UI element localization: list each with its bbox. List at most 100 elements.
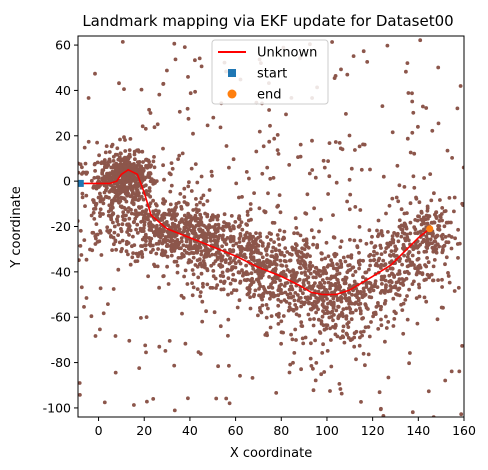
landmark-point xyxy=(293,327,298,332)
landmark-point xyxy=(84,257,89,262)
landmark-point xyxy=(384,314,388,319)
landmark-point xyxy=(136,212,141,217)
landmark-point xyxy=(297,265,302,270)
landmark-point xyxy=(122,205,127,210)
landmark-point xyxy=(352,331,357,336)
landmark-point xyxy=(198,229,202,234)
landmark-point xyxy=(170,221,175,226)
landmark-point xyxy=(194,4,198,8)
landmark-point xyxy=(318,331,323,335)
landmark-point xyxy=(254,277,259,282)
landmark-point xyxy=(319,294,324,299)
landmark-point xyxy=(75,1,79,5)
landmark-point xyxy=(260,303,265,308)
landmark-point xyxy=(249,271,254,276)
landmark-point xyxy=(291,308,296,313)
landmark-point xyxy=(436,278,440,282)
landmark-point xyxy=(273,266,278,271)
landmark-point xyxy=(128,262,133,267)
landmark-point xyxy=(307,264,312,269)
landmark-point xyxy=(136,167,141,172)
landmark-point xyxy=(276,322,281,326)
landmark-point xyxy=(436,65,441,70)
landmark-point xyxy=(124,165,129,170)
landmark-point xyxy=(133,208,138,213)
landmark-point xyxy=(300,300,304,305)
landmark-point xyxy=(432,248,437,252)
landmark-point xyxy=(128,137,133,141)
landmark-point xyxy=(161,163,166,168)
landmark-point xyxy=(361,258,365,263)
landmark-point xyxy=(320,278,325,282)
landmark-point xyxy=(346,325,351,329)
landmark-point xyxy=(351,273,355,278)
landmark-point xyxy=(104,194,108,199)
landmark-point xyxy=(311,366,315,371)
landmark-point xyxy=(289,284,293,289)
landmark-point xyxy=(180,311,184,316)
landmark-point xyxy=(270,249,274,254)
landmark-point xyxy=(361,275,365,280)
y-tick-label: -40 xyxy=(51,264,71,279)
landmark-point xyxy=(125,222,130,227)
landmark-point xyxy=(305,192,310,197)
landmark-point xyxy=(183,217,188,222)
landmark-point xyxy=(272,221,277,225)
landmark-point xyxy=(216,364,221,369)
landmark-point xyxy=(190,268,195,272)
landmark-point xyxy=(144,243,148,248)
landmark-point xyxy=(414,196,419,201)
landmark-point xyxy=(274,257,279,262)
landmark-point xyxy=(100,168,105,173)
landmark-point xyxy=(184,244,189,249)
landmark-point xyxy=(348,192,353,197)
landmark-point xyxy=(275,254,279,259)
landmark-point xyxy=(126,252,130,257)
landmark-point xyxy=(337,313,342,318)
landmark-point xyxy=(92,217,97,221)
landmark-point xyxy=(325,276,330,281)
landmark-point xyxy=(285,292,290,297)
landmark-point xyxy=(172,208,177,213)
landmark-point xyxy=(276,152,281,156)
landmark-point xyxy=(322,165,327,170)
landmark-point xyxy=(168,202,173,207)
landmark-point xyxy=(349,166,354,171)
landmark-point xyxy=(265,290,270,295)
landmark-point xyxy=(104,164,109,169)
landmark-point xyxy=(316,307,320,312)
landmark-point xyxy=(100,197,104,202)
landmark-point xyxy=(377,232,381,237)
landmark-point xyxy=(102,174,107,179)
landmark-point xyxy=(344,112,348,116)
start-marker xyxy=(78,179,84,187)
landmark-point xyxy=(10,144,14,148)
landmark-point xyxy=(204,309,209,314)
landmark-point xyxy=(251,266,256,271)
landmark-point xyxy=(299,304,303,309)
landmark-point xyxy=(303,243,308,247)
landmark-point xyxy=(310,302,315,307)
landmark-point xyxy=(349,317,354,322)
landmark-point xyxy=(92,200,96,205)
landmark-point xyxy=(361,329,366,334)
landmark-point xyxy=(212,238,217,243)
landmark-point xyxy=(258,284,263,289)
landmark-point xyxy=(228,281,233,286)
landmark-point xyxy=(145,165,150,170)
landmark-point xyxy=(197,56,202,61)
landmark-point xyxy=(291,268,295,272)
landmark-point xyxy=(80,195,85,200)
landmark-point xyxy=(447,280,452,285)
landmark-point xyxy=(434,234,439,239)
landmark-point xyxy=(268,325,273,330)
landmark-point xyxy=(74,358,78,362)
landmark-point xyxy=(113,238,118,243)
landmark-point xyxy=(103,150,108,155)
landmark-point xyxy=(227,261,232,266)
landmark-point xyxy=(390,130,395,135)
landmark-point xyxy=(358,301,363,306)
landmark-point xyxy=(407,361,411,366)
landmark-point xyxy=(325,323,330,328)
